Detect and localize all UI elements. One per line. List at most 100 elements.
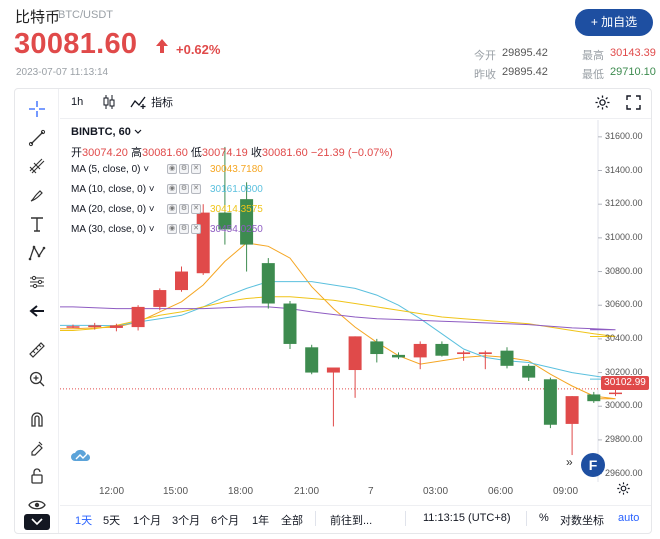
ohlc-open: 30074.20 bbox=[82, 147, 128, 159]
ma-label: MA (5, close, 0) ˅ bbox=[71, 164, 150, 175]
unlock-icon[interactable] bbox=[24, 464, 50, 488]
candle-body bbox=[283, 303, 297, 344]
range-1y[interactable]: 1年 bbox=[252, 515, 270, 527]
zoom-in-icon[interactable] bbox=[24, 367, 50, 391]
cloud-logo-icon bbox=[70, 447, 92, 463]
timezone-clock[interactable]: 11:13:15 (UTC+8) bbox=[423, 512, 511, 524]
ruler-icon[interactable] bbox=[24, 338, 50, 362]
range-1d[interactable]: 1天 bbox=[75, 515, 93, 527]
brand-badge[interactable]: F bbox=[581, 453, 605, 477]
stat-low-label: 最低 bbox=[582, 69, 604, 81]
candle-body bbox=[109, 325, 123, 328]
pattern-icon[interactable] bbox=[24, 241, 50, 265]
stat-high-value: 30143.39 bbox=[610, 47, 656, 59]
ma-value: 30043.7180 bbox=[210, 164, 263, 175]
chevron-down-icon[interactable] bbox=[134, 129, 142, 135]
settings-icon[interactable]: ⚙ bbox=[179, 204, 189, 214]
indicators-button[interactable]: 指标 bbox=[130, 94, 173, 110]
candle-body bbox=[565, 396, 579, 424]
visibility-icon[interactable]: ◉ bbox=[167, 224, 177, 234]
indicators-icon bbox=[130, 96, 146, 109]
x-tick-label: 15:00 bbox=[163, 486, 189, 497]
y-tick-label: 31600.00 bbox=[605, 130, 643, 141]
remove-icon[interactable]: ✕ bbox=[191, 164, 201, 174]
candle-body bbox=[175, 271, 188, 291]
remove-icon[interactable]: ✕ bbox=[191, 204, 201, 214]
legend-symbol[interactable]: BINBTC, 60 bbox=[71, 126, 131, 138]
range-6m[interactable]: 6个月 bbox=[211, 515, 240, 527]
range-1m[interactable]: 1个月 bbox=[133, 515, 162, 527]
percent-scale-toggle[interactable]: % bbox=[539, 512, 549, 524]
drawing-toolbar bbox=[15, 89, 59, 533]
ma-label: MA (10, close, 0) ˅ bbox=[71, 184, 155, 195]
ma-actions: ◉ ⚙ ✕ bbox=[167, 164, 201, 174]
forecast-icon[interactable] bbox=[24, 270, 50, 294]
y-tick-label: 29800.00 bbox=[605, 433, 643, 444]
visibility-icon[interactable]: ◉ bbox=[167, 184, 177, 194]
range-5d[interactable]: 5天 bbox=[103, 515, 121, 527]
y-tick-label: 30000.00 bbox=[605, 400, 643, 411]
fullscreen-icon[interactable] bbox=[625, 94, 642, 114]
range-all[interactable]: 全部 bbox=[281, 515, 303, 527]
candle-body bbox=[305, 347, 319, 373]
stat-high-label: 最高 bbox=[582, 50, 604, 62]
settings-gear-icon[interactable] bbox=[594, 94, 611, 114]
crosshair-icon[interactable] bbox=[24, 97, 50, 121]
y-tick-label: 30400.00 bbox=[605, 332, 643, 343]
y-tick-label: 30200.00 bbox=[605, 366, 643, 377]
ma-actions: ◉ ⚙ ✕ bbox=[167, 184, 201, 194]
candle-body bbox=[218, 212, 232, 230]
candle-body bbox=[66, 326, 80, 328]
interval-selector[interactable]: 1h bbox=[71, 96, 84, 108]
ma-line-ma30 bbox=[60, 306, 616, 331]
candle-body bbox=[370, 341, 384, 355]
magnet-icon[interactable] bbox=[24, 407, 50, 431]
candle-body bbox=[587, 394, 601, 402]
range-3m[interactable]: 3个月 bbox=[172, 515, 201, 527]
ma-legend-row[interactable]: MA (10, close, 0) ˅ ◉ ⚙ ✕ 30161.0800 bbox=[71, 184, 263, 198]
candle-body bbox=[131, 306, 145, 328]
visibility-icon[interactable]: ◉ bbox=[167, 204, 177, 214]
trend-line-icon[interactable] bbox=[24, 126, 50, 150]
current-price: 30081.60 bbox=[14, 28, 138, 60]
settings-icon[interactable]: ⚙ bbox=[179, 164, 189, 174]
add-favorite-button[interactable]: + 加自选 bbox=[575, 9, 653, 36]
trading-pair: BTC/USDT bbox=[58, 9, 113, 21]
text-tool-icon[interactable] bbox=[24, 212, 50, 236]
visibility-icon[interactable]: ◉ bbox=[167, 164, 177, 174]
x-tick-label: 09:00 bbox=[553, 486, 579, 497]
candle-body bbox=[522, 365, 536, 378]
eye-icon[interactable] bbox=[24, 493, 50, 517]
collapse-toolbar-icon[interactable] bbox=[24, 514, 50, 530]
stat-prev-close: 昨收 29895.42 bbox=[474, 66, 548, 82]
x-tick-label: 06:00 bbox=[488, 486, 514, 497]
log-scale-toggle[interactable]: 对数坐标 bbox=[560, 515, 604, 527]
indicators-label: 指标 bbox=[151, 97, 174, 109]
ma-actions: ◉ ⚙ ✕ bbox=[167, 204, 201, 214]
scroll-to-realtime-icon[interactable]: » bbox=[566, 455, 573, 469]
divider bbox=[315, 511, 316, 526]
candlestick-chart[interactable] bbox=[60, 120, 651, 482]
ma-legend-row[interactable]: MA (20, close, 0) ˅ ◉ ⚙ ✕ 30414.3575 bbox=[71, 204, 263, 218]
settings-icon[interactable]: ⚙ bbox=[179, 184, 189, 194]
candle-type-icon[interactable] bbox=[102, 94, 116, 113]
remove-icon[interactable]: ✕ bbox=[191, 224, 201, 234]
candle-body bbox=[261, 263, 275, 304]
brush-icon[interactable] bbox=[24, 183, 50, 207]
candle-body bbox=[609, 392, 622, 395]
ohlc-open-label: 开 bbox=[71, 147, 82, 159]
candle-body bbox=[326, 367, 340, 373]
ma-legend-row[interactable]: MA (5, close, 0) ˅ ◉ ⚙ ✕ 30043.7180 bbox=[71, 164, 263, 178]
ma-value: 30161.0800 bbox=[210, 184, 263, 195]
ohlc-high-label: 高 bbox=[130, 147, 142, 159]
settings-icon[interactable]: ⚙ bbox=[179, 224, 189, 234]
pitchfork-icon[interactable] bbox=[24, 154, 50, 178]
goto-date-button[interactable]: 前往到... bbox=[330, 515, 373, 527]
remove-icon[interactable]: ✕ bbox=[191, 184, 201, 194]
lock-drawing-icon[interactable] bbox=[24, 435, 50, 459]
chart-top-toolbar: 1h 指标 bbox=[60, 89, 651, 119]
auto-scale-toggle[interactable]: auto bbox=[618, 512, 640, 524]
back-arrow-icon[interactable] bbox=[24, 299, 50, 323]
ma-legend-row[interactable]: MA (30, close, 0) ˅ ◉ ⚙ ✕ 30454.0250 bbox=[71, 224, 263, 238]
axis-settings-gear-icon[interactable] bbox=[616, 481, 631, 501]
